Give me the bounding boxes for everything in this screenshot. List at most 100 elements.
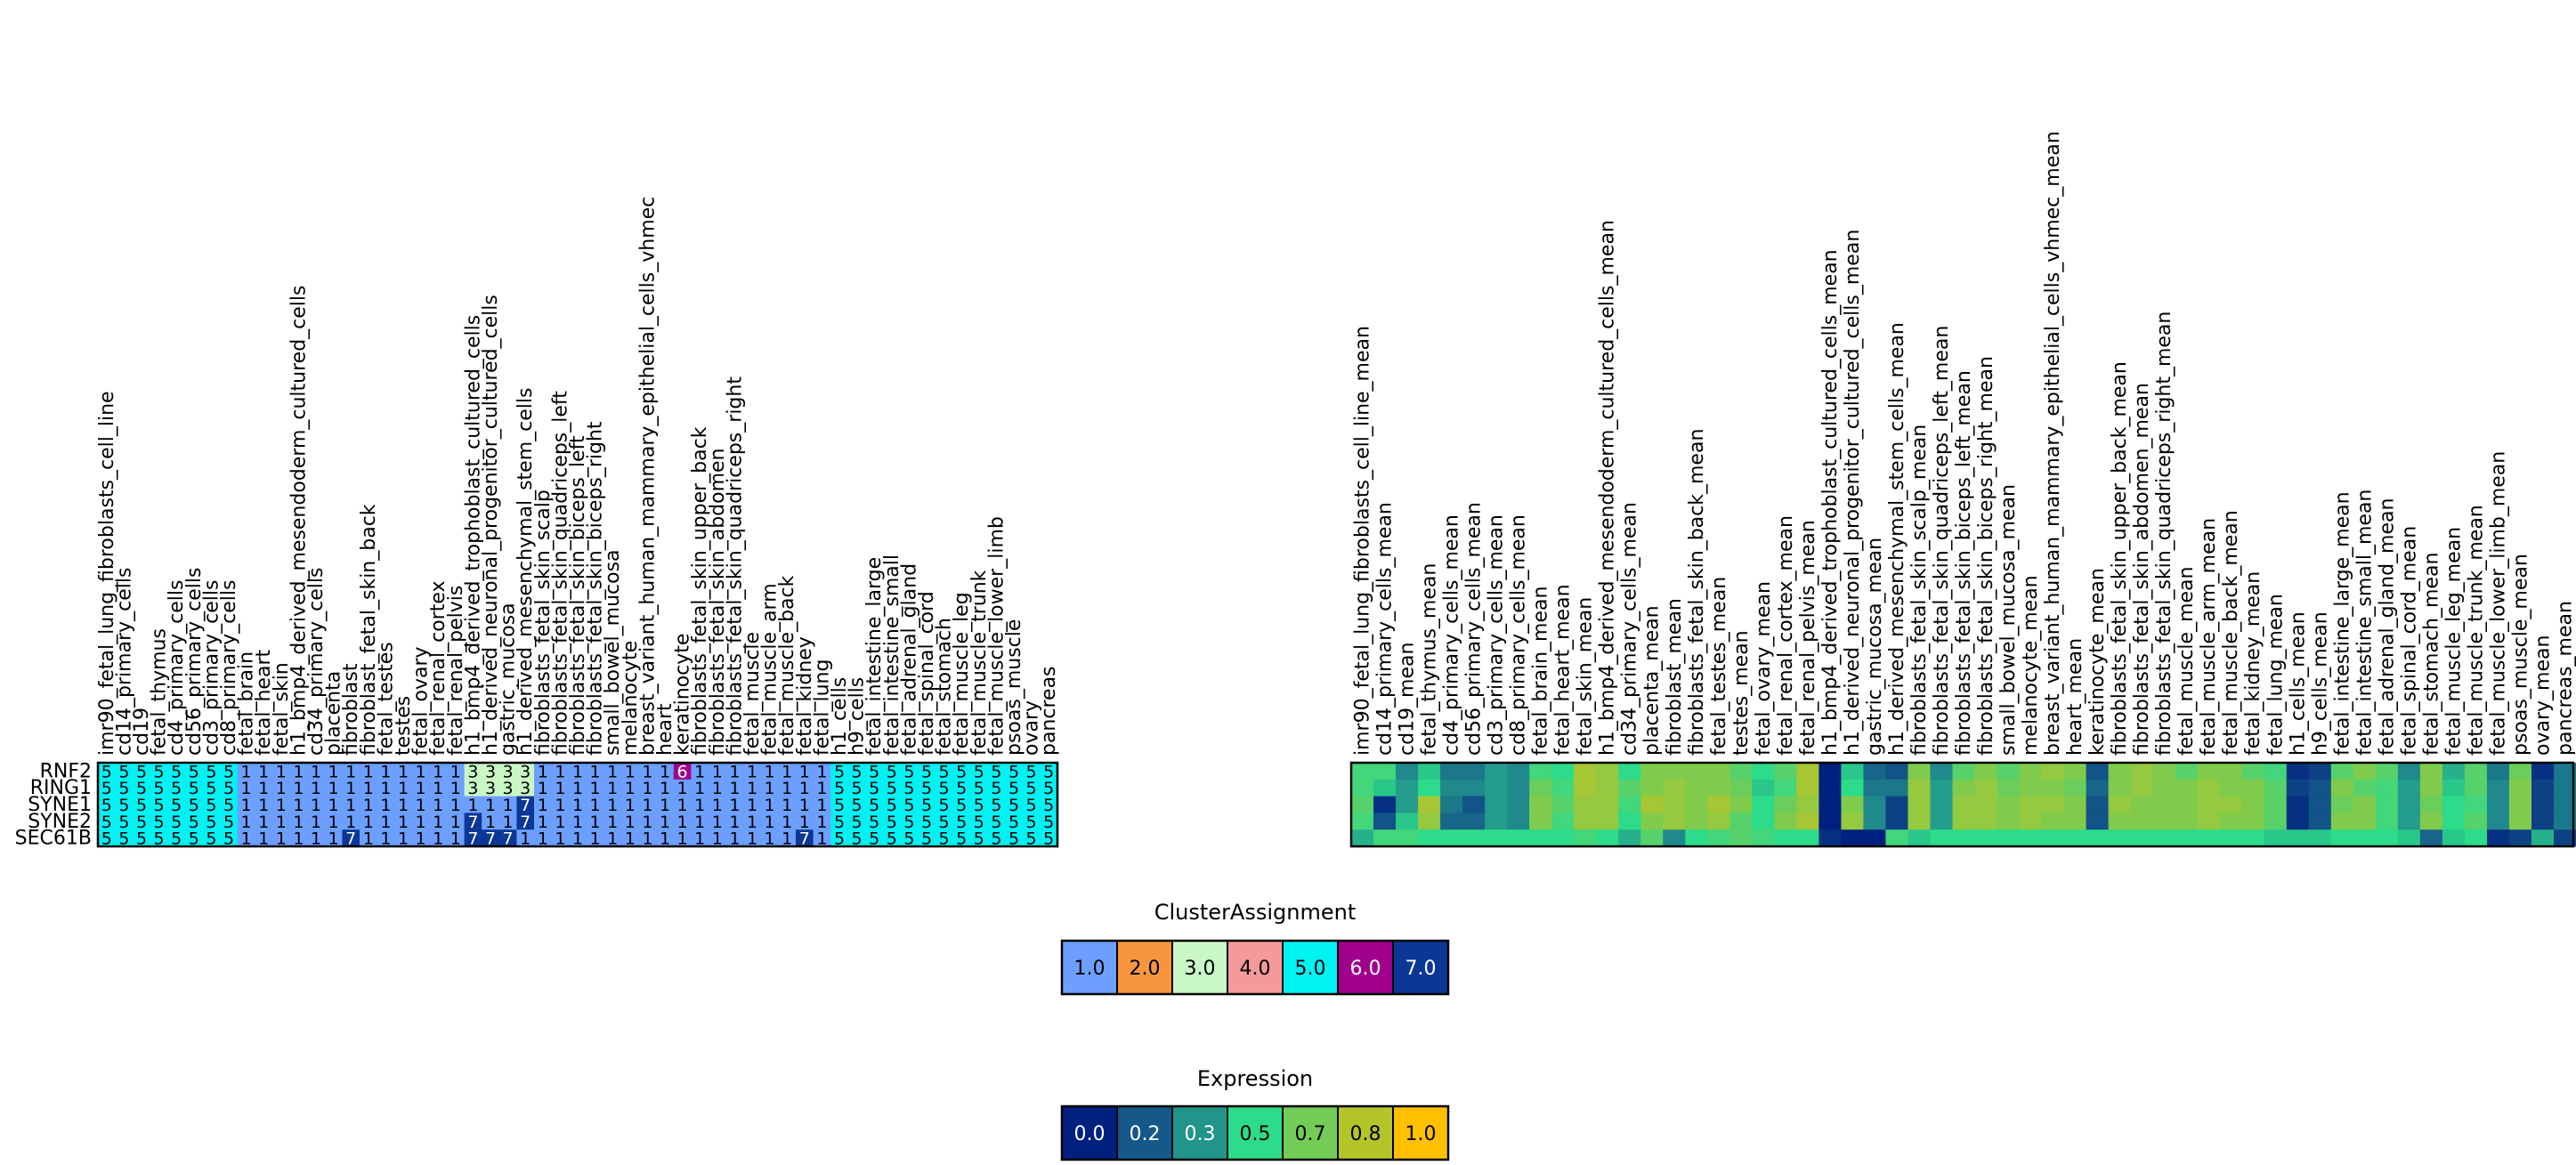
expression-cell bbox=[2330, 763, 2354, 781]
heatmap-cell bbox=[307, 813, 326, 830]
expression-cell bbox=[1373, 796, 1397, 813]
expression-cell bbox=[1640, 763, 1664, 781]
heatmap-cell bbox=[133, 779, 151, 797]
heatmap-cell bbox=[342, 763, 360, 781]
cell-value-label: 5 bbox=[956, 762, 967, 781]
cell-value-label: 5 bbox=[887, 762, 897, 781]
expression-cell bbox=[2397, 779, 2421, 797]
cell-value-label: 1 bbox=[625, 813, 636, 832]
expression-cell bbox=[2353, 796, 2377, 813]
heatmap-cell bbox=[760, 763, 779, 781]
cell-value-label: 1 bbox=[590, 762, 601, 781]
expression-cell bbox=[2464, 813, 2488, 830]
heatmap-cell bbox=[743, 779, 762, 797]
heatmap-cell bbox=[760, 796, 779, 813]
cell-value-label: 1 bbox=[345, 796, 356, 815]
expression-cell bbox=[1997, 796, 2020, 813]
expression-cell bbox=[2308, 796, 2332, 813]
column-label: fetal_muscle_lower_limb_mean bbox=[2487, 451, 2509, 756]
heatmap-cell bbox=[1040, 796, 1058, 813]
heatmap-cell bbox=[952, 829, 971, 847]
expression-cell bbox=[1663, 763, 1686, 781]
heatmap-cell bbox=[725, 829, 744, 847]
column-label: imr90_fetal_lung_fibroblasts_cell_line bbox=[96, 391, 118, 756]
cell-value-label: 1 bbox=[799, 779, 810, 798]
heatmap-cell bbox=[691, 829, 709, 847]
expression-cell bbox=[2508, 796, 2532, 813]
expression-cell bbox=[2063, 796, 2086, 813]
expression-cell bbox=[2353, 763, 2377, 781]
heatmap-cell bbox=[1040, 829, 1058, 847]
heatmap-cell bbox=[830, 763, 849, 781]
column-label: fetal_renal_pelvis bbox=[445, 586, 467, 756]
heatmap-cell bbox=[935, 763, 953, 781]
column-label: fetal_adrenal_gland_mean bbox=[2376, 498, 2398, 756]
expression-cell bbox=[1752, 813, 1775, 830]
cell-value-label: 1 bbox=[416, 796, 426, 815]
expression-cell bbox=[2531, 763, 2555, 781]
expression-cell bbox=[1418, 779, 1441, 797]
heatmap-cell bbox=[813, 796, 831, 813]
cell-value-label: 5 bbox=[834, 829, 845, 849]
heatmap-cell bbox=[289, 763, 308, 781]
expression-cell bbox=[2308, 779, 2332, 797]
expression-cell bbox=[1640, 779, 1664, 797]
cell-value-label: 5 bbox=[921, 796, 932, 815]
heatmap-cell bbox=[429, 829, 448, 847]
heatmap-cell bbox=[464, 796, 482, 813]
heatmap-cell bbox=[551, 779, 570, 797]
cell-value-label: 5 bbox=[834, 796, 845, 815]
heatmap-cell bbox=[883, 813, 901, 830]
heatmap-cell bbox=[115, 813, 134, 830]
cell-value-label: 1 bbox=[765, 813, 775, 832]
heatmap-cell bbox=[447, 829, 465, 847]
expression-cell bbox=[1596, 829, 1619, 847]
heatmap-cell bbox=[673, 779, 692, 797]
heatmap-cell bbox=[498, 763, 517, 781]
column-label: breast_variant_human_mammary_epithelial_… bbox=[636, 197, 659, 756]
heatmap-cell bbox=[411, 763, 430, 781]
cell-value-label: 5 bbox=[903, 762, 914, 781]
heatmap-cell bbox=[847, 763, 866, 781]
column-label: imr90_fetal_lung_fibroblasts_cell_line_m… bbox=[1352, 326, 1374, 756]
expression-cell bbox=[1908, 796, 1931, 813]
expression-cell bbox=[1440, 763, 1463, 781]
expression-cell bbox=[2375, 796, 2399, 813]
heatmap-cell bbox=[621, 813, 639, 830]
cell-value-label: 1 bbox=[607, 796, 618, 815]
heatmap-cell bbox=[377, 829, 395, 847]
heatmap-cell bbox=[725, 813, 744, 830]
heatmap-cell bbox=[603, 763, 622, 781]
legend-label: 0.0 bbox=[1074, 1123, 1106, 1145]
cell-value-label: 1 bbox=[660, 829, 670, 849]
expression-cell bbox=[1997, 829, 2020, 847]
column-label: keratinocyte_mean bbox=[2086, 568, 2109, 756]
expression-cell bbox=[1485, 763, 1508, 781]
heatmap-cell bbox=[289, 779, 308, 797]
heatmap-cell bbox=[202, 763, 221, 781]
cell-value-label: 1 bbox=[293, 779, 304, 798]
cell-value-label: 5 bbox=[118, 762, 129, 781]
expression-cell bbox=[2553, 763, 2576, 781]
cell-value-label: 1 bbox=[677, 829, 688, 849]
heatmap-cell bbox=[865, 813, 884, 830]
cell-value-label: 5 bbox=[887, 796, 897, 815]
cell-value-label: 5 bbox=[903, 829, 914, 849]
cell-value-label: 1 bbox=[799, 762, 810, 781]
cell-value-label: 1 bbox=[398, 796, 409, 815]
cell-value-label: 1 bbox=[276, 779, 287, 798]
expression-cell bbox=[1819, 779, 1842, 797]
heatmap-cell bbox=[1005, 829, 1024, 847]
cell-value-label: 1 bbox=[816, 796, 827, 815]
heatmap-cell bbox=[167, 829, 186, 847]
column-label: h1_bmp4_derived_mesendoderm_cultured_cel… bbox=[1597, 220, 1619, 756]
column-label: fetal_lung bbox=[811, 659, 833, 756]
cell-value-label: 1 bbox=[572, 779, 583, 798]
heatmap-cell bbox=[778, 779, 797, 797]
heatmap-cell bbox=[638, 763, 657, 781]
heatmap-cell bbox=[342, 813, 360, 830]
expression-cell bbox=[1885, 829, 1908, 847]
cell-value-label: 1 bbox=[433, 796, 443, 815]
column-label: fetal_thymus bbox=[149, 628, 171, 756]
expression-cell bbox=[1440, 796, 1463, 813]
